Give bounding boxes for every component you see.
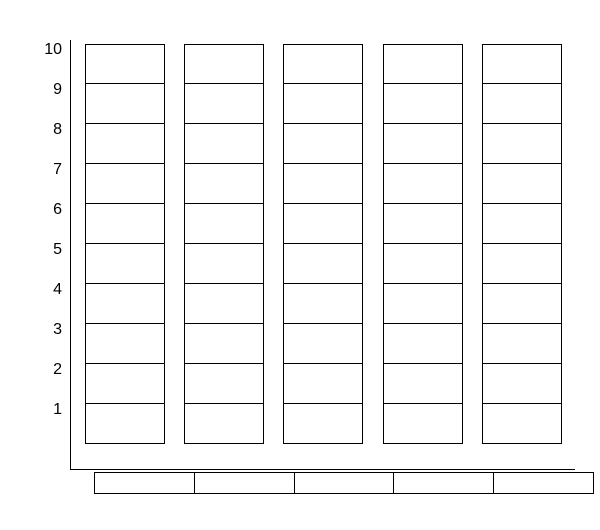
bar-5-segment-4 [482,284,562,324]
y-tick-3: 3 [53,321,62,339]
bar-3-segment-5 [283,244,363,284]
bar-4-segment-9 [383,84,463,124]
bar-4-segment-7 [383,164,463,204]
bar-1-segment-1 [85,404,165,444]
x-label-2 [195,472,295,494]
y-tick-10: 10 [44,41,62,59]
bar-3-segment-8 [283,124,363,164]
x-label-1 [94,472,195,494]
bar-1-segment-9 [85,84,165,124]
bar-2-segment-4 [184,284,264,324]
bar-1-segment-7 [85,164,165,204]
bar-5-segment-8 [482,124,562,164]
bar-2-segment-10 [184,44,264,84]
bar-3-segment-4 [283,284,363,324]
bar-4-segment-4 [383,284,463,324]
bar-3-segment-10 [283,44,363,84]
bar-3-segment-3 [283,324,363,364]
bar-1-segment-8 [85,124,165,164]
bar-5-segment-5 [482,244,562,284]
y-tick-6: 6 [53,201,62,219]
bar-1-segment-6 [85,204,165,244]
bar-5-segment-2 [482,364,562,404]
bar-3 [283,44,363,444]
bar-2-segment-1 [184,404,264,444]
bars-container [71,40,576,470]
bar-3-segment-2 [283,364,363,404]
bar-2-segment-6 [184,204,264,244]
y-tick-7: 7 [53,161,62,179]
bar-4-segment-6 [383,204,463,244]
bar-1 [85,44,165,444]
bar-5-segment-10 [482,44,562,84]
x-label-5 [494,472,594,494]
y-axis: 10 9 8 7 6 5 4 3 2 1 [35,40,70,470]
bar-4-segment-3 [383,324,463,364]
bar-3-segment-9 [283,84,363,124]
bar-2-segment-3 [184,324,264,364]
bar-5-segment-3 [482,324,562,364]
y-tick-4: 4 [53,281,62,299]
y-tick-1: 1 [53,401,62,419]
x-label-3 [295,472,395,494]
bar-4-segment-1 [383,404,463,444]
bar-2-segment-9 [184,84,264,124]
bar-1-segment-4 [85,284,165,324]
bar-5-segment-6 [482,204,562,244]
bar-3-segment-6 [283,204,363,244]
bar-1-segment-2 [85,364,165,404]
y-tick-9: 9 [53,81,62,99]
bar-1-segment-5 [85,244,165,284]
bar-2-segment-5 [184,244,264,284]
bar-5-segment-1 [482,404,562,444]
bar-5 [482,44,562,444]
bar-4-segment-5 [383,244,463,284]
bar-4 [383,44,463,444]
bar-3-segment-7 [283,164,363,204]
bar-3-segment-1 [283,404,363,444]
bar-1-segment-10 [85,44,165,84]
x-label-4 [394,472,494,494]
bar-2-segment-2 [184,364,264,404]
bar-2-segment-8 [184,124,264,164]
bar-2-segment-7 [184,164,264,204]
bar-chart-template: 10 9 8 7 6 5 4 3 2 1 [35,40,575,470]
bar-4-segment-2 [383,364,463,404]
bar-1-segment-3 [85,324,165,364]
bar-4-segment-8 [383,124,463,164]
bar-5-segment-9 [482,84,562,124]
bar-5-segment-7 [482,164,562,204]
plot-area [70,40,575,470]
x-axis-label-row [94,472,594,494]
bar-4-segment-10 [383,44,463,84]
y-tick-8: 8 [53,121,62,139]
bar-2 [184,44,264,444]
y-tick-5: 5 [53,241,62,259]
y-tick-2: 2 [53,361,62,379]
